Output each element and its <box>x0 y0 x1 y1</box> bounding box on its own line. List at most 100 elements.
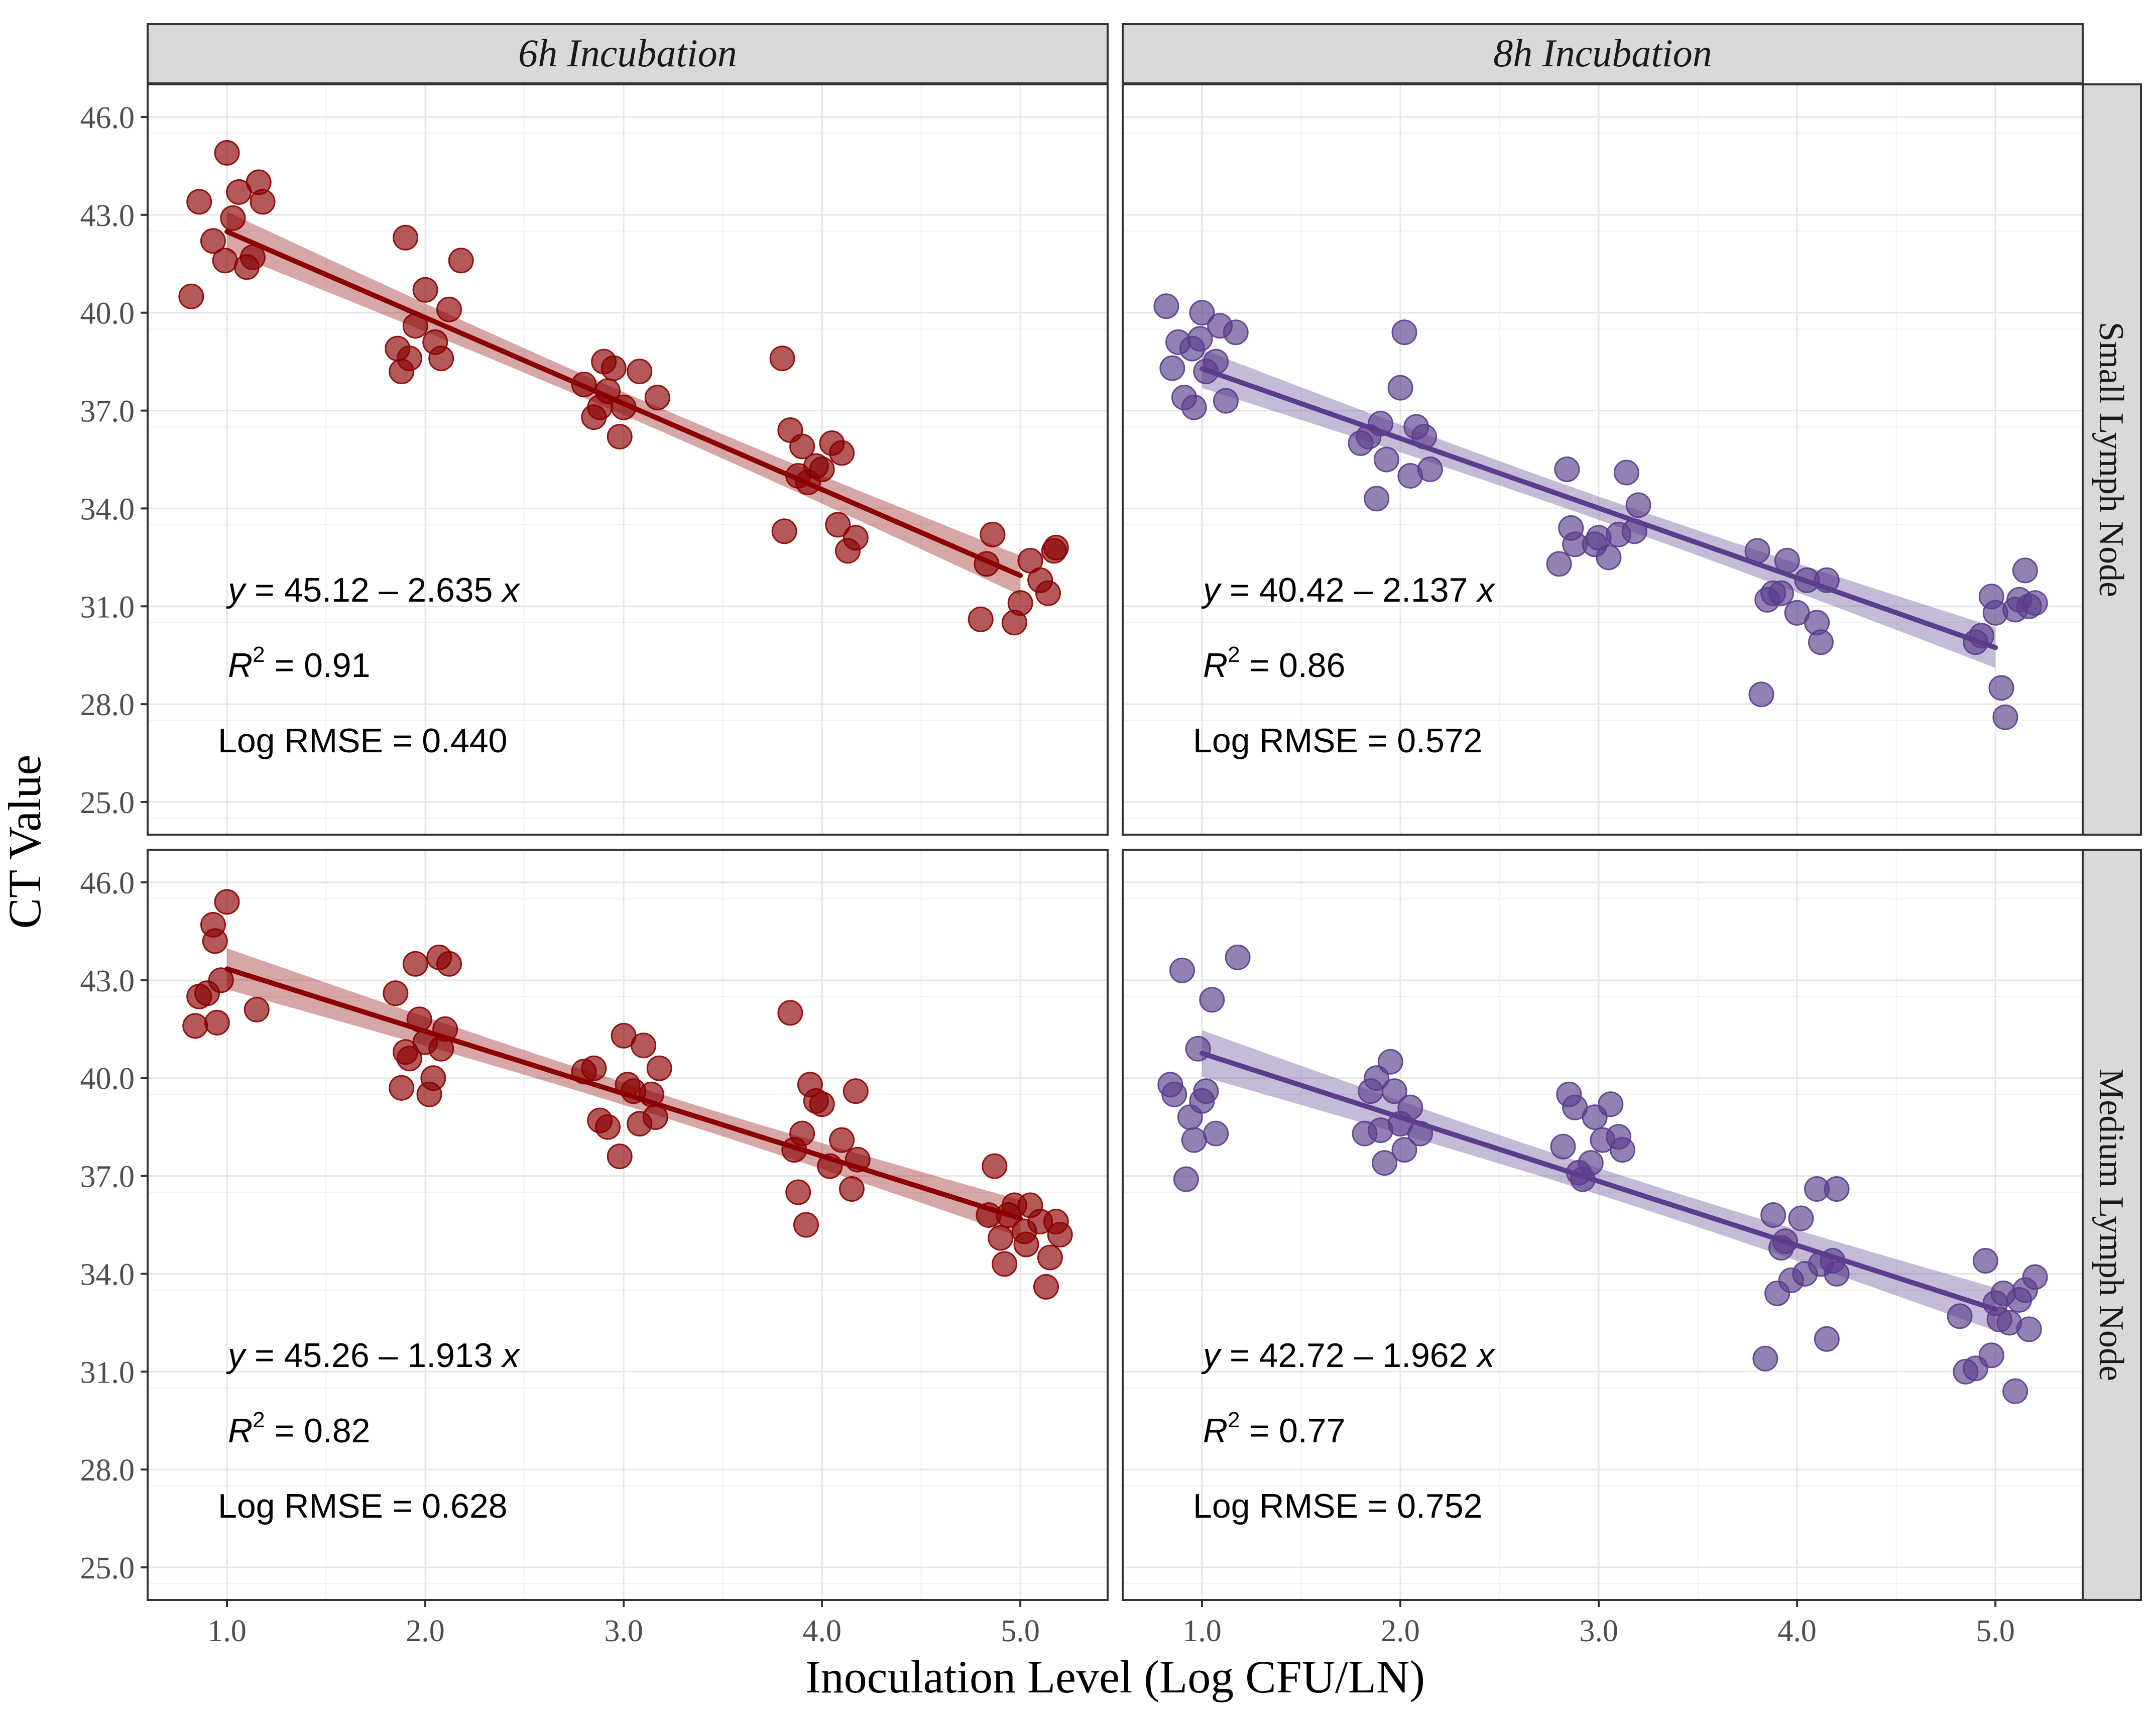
data-point <box>1947 1303 1973 1329</box>
x-tick-labels-right: 1.0 2.0 3.0 4.0 5.0 <box>1182 1600 2015 1648</box>
data-point <box>1373 446 1399 473</box>
equation-label: y = 42.72 – 1.962 x <box>1201 1336 1495 1375</box>
equation-x-symbol: x <box>501 571 520 609</box>
data-point <box>1752 1345 1778 1372</box>
equation-body: = 45.12 – 2.635 <box>245 571 502 609</box>
data-point <box>2016 1316 2042 1342</box>
rmse-label: Log RMSE = 0.572 <box>1193 722 1482 760</box>
data-point <box>809 1091 835 1117</box>
data-point <box>420 1065 446 1091</box>
data-point <box>839 1176 865 1202</box>
data-point <box>448 248 474 274</box>
data-point <box>581 1055 607 1081</box>
data-point <box>178 283 204 309</box>
data-point <box>1992 704 2018 730</box>
y-tick-label: 31.0 <box>80 590 135 624</box>
data-point <box>1748 681 1774 708</box>
panel-background <box>148 84 1108 835</box>
data-point <box>428 346 454 372</box>
y-tick-label: 37.0 <box>80 1160 135 1194</box>
data-point <box>212 248 238 274</box>
equation-body: = 42.72 – 1.962 <box>1220 1336 1477 1375</box>
data-point <box>1033 1274 1059 1300</box>
y-tick-label: 34.0 <box>80 1258 135 1292</box>
data-point <box>601 355 627 381</box>
data-point <box>1554 457 1580 482</box>
strip-8h <box>1122 23 2084 84</box>
x-tick-label: 2.0 <box>406 1614 445 1648</box>
data-point <box>1181 1127 1207 1153</box>
data-point <box>968 606 994 632</box>
data-point <box>1047 1222 1073 1247</box>
x-tick-label: 5.0 <box>1976 1614 2015 1648</box>
r-squared-value: = 0.86 <box>1240 646 1346 685</box>
data-point <box>843 525 869 551</box>
data-point <box>988 1225 1014 1251</box>
data-point <box>1043 534 1069 560</box>
column-strips: 6h Incubation 8h Incubation <box>147 23 2084 84</box>
data-point <box>1173 1166 1199 1192</box>
data-point <box>1187 326 1213 352</box>
y-tick-label: 28.0 <box>80 1453 135 1488</box>
data-point <box>1225 944 1251 970</box>
data-point <box>631 1033 657 1059</box>
data-point <box>186 189 212 215</box>
x-axis-title: Inoculation Level (Log CFU/LN) <box>805 1651 1425 1702</box>
data-point <box>1037 1244 1063 1271</box>
equation-y-symbol: y <box>1201 1336 1222 1375</box>
equation-y-symbol: y <box>1201 571 1222 609</box>
rmse-label: Log RMSE = 0.440 <box>218 722 507 760</box>
data-point <box>244 996 270 1022</box>
panel-border <box>147 849 1109 1601</box>
panel-border <box>1122 849 2084 1601</box>
x-tick-labels-left: 1.0 2.0 3.0 4.0 5.0 <box>207 1600 1040 1648</box>
data-point <box>1391 319 1417 346</box>
x-tick-label: 3.0 <box>1579 1614 1618 1648</box>
data-point <box>1972 1248 1998 1274</box>
data-point <box>397 1046 422 1072</box>
data-point <box>1189 300 1215 326</box>
data-point <box>202 928 228 954</box>
data-point <box>1760 1202 1786 1228</box>
data-point <box>627 359 653 385</box>
data-point <box>383 980 409 1006</box>
x-tick-label: 3.0 <box>604 1614 643 1648</box>
panel-small-6h: y = 45.12 – 2.635 x R2 = 0.91 Log RMSE = 0… <box>147 83 1109 836</box>
data-point <box>992 1251 1018 1277</box>
data-point <box>220 205 246 231</box>
data-point <box>1203 1120 1229 1147</box>
data-point <box>982 1153 1008 1179</box>
strip-6h <box>147 23 1109 84</box>
y-tick-label: 25.0 <box>80 786 135 820</box>
strip-small-lymph-node <box>2082 83 2142 836</box>
data-point <box>1824 1176 1850 1202</box>
r-squared-label: R2 = 0.77 <box>1203 1408 1345 1450</box>
equation-y-symbol: y <box>226 571 247 609</box>
data-point <box>402 951 428 977</box>
data-point <box>785 1179 811 1205</box>
y-tick-label: 46.0 <box>80 101 135 135</box>
data-point <box>1988 675 2014 701</box>
regression-line <box>224 229 1023 578</box>
data-point <box>208 967 234 993</box>
data-point <box>436 296 462 322</box>
data-point <box>1613 460 1639 486</box>
panel-medium-8h: y = 42.72 – 1.962 x R2 = 0.77 Log RMSE = 0… <box>1122 849 2084 1601</box>
y-tick-label: 46.0 <box>80 866 135 900</box>
rmse-label: Log RMSE = 0.628 <box>218 1487 507 1525</box>
equation-label: y = 45.26 – 1.913 x <box>226 1336 520 1375</box>
panel-background <box>148 850 1108 1600</box>
data-point <box>1364 486 1390 512</box>
y-tick-label: 43.0 <box>80 199 135 233</box>
data-point <box>789 433 815 460</box>
data-point <box>1377 1049 1403 1075</box>
y-tick-label: 40.0 <box>80 297 135 331</box>
panel-background <box>1123 850 2083 1600</box>
data-point <box>1824 1261 1850 1287</box>
data-point <box>397 346 422 372</box>
r-squared-value: = 0.82 <box>265 1412 371 1450</box>
data-point <box>825 512 851 538</box>
data-point <box>1199 987 1225 1013</box>
x-tick-label: 4.0 <box>1777 1614 1817 1648</box>
data-point <box>771 518 797 544</box>
